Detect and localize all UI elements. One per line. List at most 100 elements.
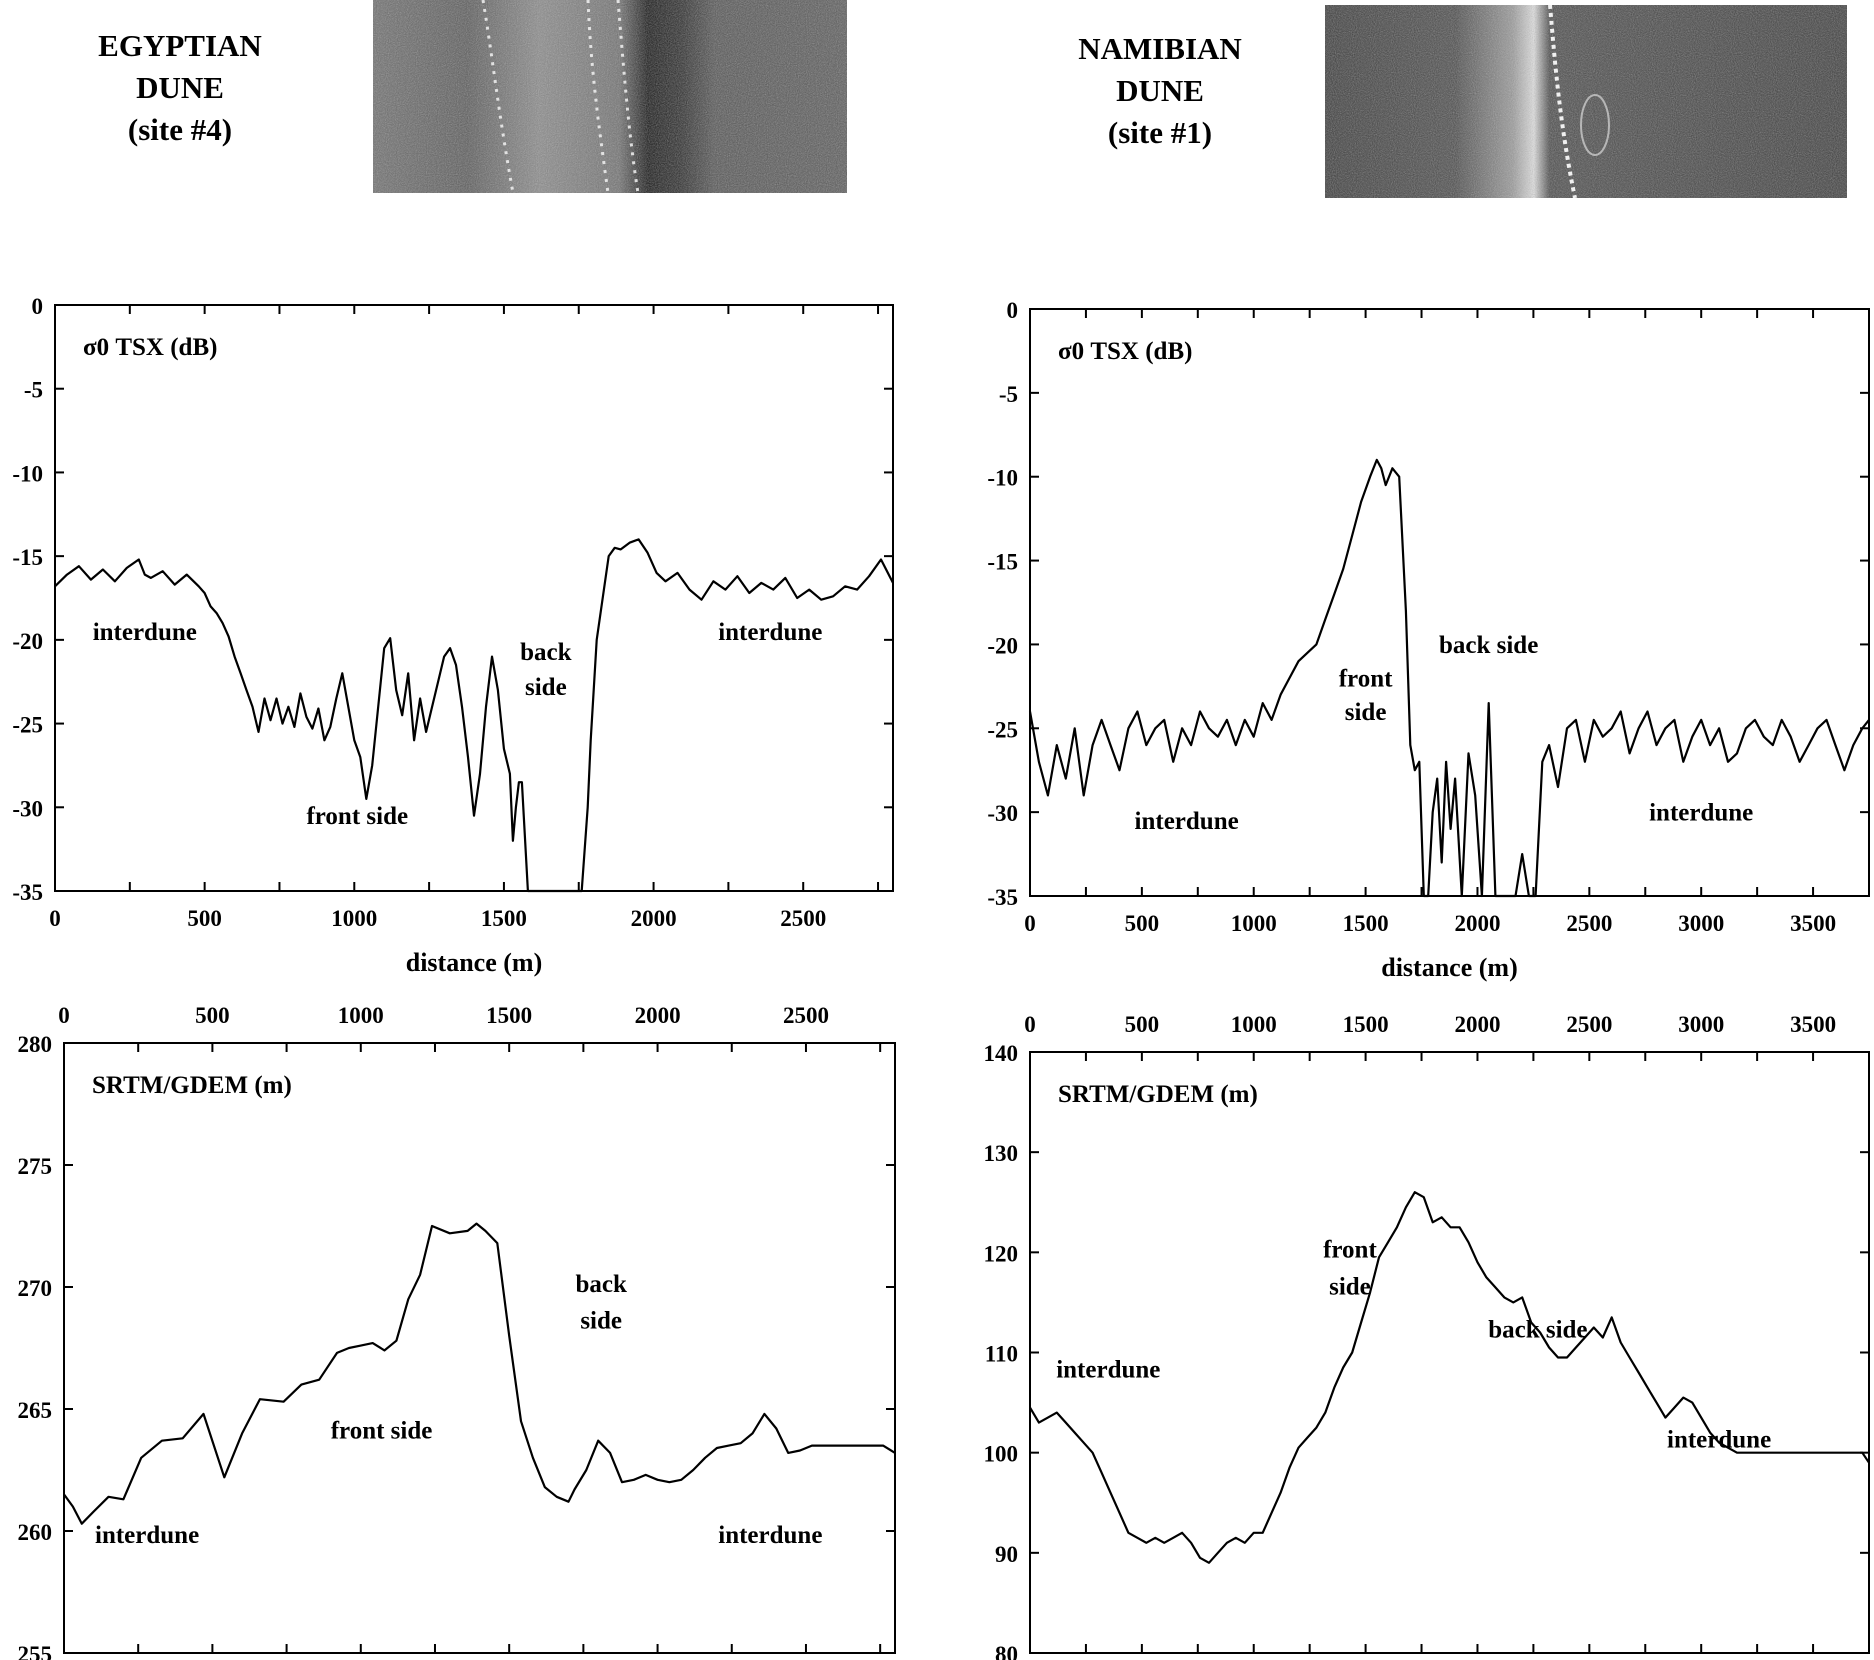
x-tick-label: 2000 <box>1454 911 1500 936</box>
annotation-label: interdune <box>1667 1427 1771 1454</box>
y-tick-label: 90 <box>995 1542 1018 1567</box>
namibian-sar-texture <box>1325 5 1847 198</box>
annotation-label: side <box>1345 699 1387 726</box>
x-tick-label: 2500 <box>1566 1012 1612 1037</box>
series-line-1 <box>63 1222 896 1525</box>
y-tick-label: -20 <box>987 633 1018 658</box>
annotation-label: back <box>575 1271 627 1298</box>
y-tick-label: 120 <box>984 1241 1019 1266</box>
y-tick-label: 110 <box>985 1342 1018 1367</box>
chart-1: 0-5-10-15-20-25-30-350 500 1000 1500 2000 250… <box>12 294 894 977</box>
annotation-label: interdune <box>1649 800 1753 827</box>
y-tick-label: -15 <box>987 550 1018 575</box>
x-tick-label: 2000 <box>635 1003 681 1028</box>
x-tick-label: 2500 <box>783 1003 829 1028</box>
egyptian-sar-texture <box>373 0 847 193</box>
x-axis-label: distance (m) <box>406 948 542 977</box>
x-tick-label: 1500 <box>481 906 527 931</box>
chart-title: σ0 TSX (dB) <box>1058 338 1192 365</box>
plot-frame <box>54 304 894 892</box>
annotation-label: interdune <box>93 619 197 646</box>
y-tick-label: -5 <box>999 382 1018 407</box>
namibian-sar-image <box>1325 5 1847 198</box>
egyptian-dune-title: EGYPTIAN DUNE (site #4) <box>55 25 305 151</box>
chart-3: 0-5-10-15-20-25-30-350 500 1000 1500 2000 250… <box>987 298 1870 982</box>
annotation-label: interdune <box>95 1522 199 1549</box>
x-tick-label: 0 <box>58 1003 70 1028</box>
annotation-label: side <box>525 674 567 701</box>
y-tick-label: -10 <box>12 461 43 486</box>
x-tick-label: 1500 <box>1343 911 1389 936</box>
chart-4: 140 130 120 110 100 90 80 0 500 1000 1500 2000 2500 3… <box>984 1012 1870 1660</box>
plot-frame <box>63 1042 896 1654</box>
annotation-label: interdune <box>1056 1357 1160 1384</box>
y-tick-label: 0 <box>32 294 44 319</box>
x-axis-label: distance (m) <box>1381 953 1517 982</box>
y-tick-label: 260 <box>18 1520 53 1545</box>
annotation-label: back side <box>1439 632 1538 659</box>
x-tick-label: 2500 <box>1566 911 1612 936</box>
y-tick-label: -35 <box>987 885 1018 910</box>
y-tick-label: 275 <box>18 1154 53 1179</box>
namibian-title-line-1: NAMIBIAN <box>1078 31 1242 66</box>
x-tick-label: 500 <box>1125 911 1160 936</box>
y-tick-label: 280 <box>18 1032 53 1057</box>
x-tick-label: 0 <box>49 906 61 931</box>
annotation-label: interdune <box>718 619 822 646</box>
x-tick-label: 3000 <box>1678 911 1724 936</box>
x-tick-label: 3500 <box>1790 911 1836 936</box>
chart-title: SRTM/GDEM (m) <box>92 1072 292 1099</box>
y-tick-label: -35 <box>12 880 43 905</box>
annotation-label: interdune <box>718 1522 822 1549</box>
y-tick-label: -15 <box>12 545 43 570</box>
chart-title: σ0 TSX (dB) <box>83 334 217 361</box>
x-tick-label: 1500 <box>486 1003 532 1028</box>
plot-frame <box>1029 308 1870 897</box>
y-tick-label: -5 <box>24 378 43 403</box>
x-tick-label: 2000 <box>1454 1012 1500 1037</box>
chart-2: 280 275 270 265 260 255 0 500 1000 1500 2000 2500 SR… <box>18 1003 896 1660</box>
x-tick-label: 500 <box>187 906 222 931</box>
y-tick-label: -25 <box>987 717 1018 742</box>
y-tick-label: 0 <box>1007 298 1019 323</box>
y-tick-label: 100 <box>984 1442 1019 1467</box>
y-tick-label: -30 <box>987 801 1018 826</box>
series-line-1 <box>1029 1191 1870 1564</box>
x-tick-label: 500 <box>1125 1012 1160 1037</box>
series-line-1 <box>54 538 894 893</box>
namibian-title-line-3: (site #1) <box>1107 115 1213 150</box>
x-tick-label: 0 <box>1024 1012 1036 1037</box>
annotation-label: side <box>580 1307 622 1334</box>
x-tick-label: 3500 <box>1790 1012 1836 1037</box>
y-tick-label: -10 <box>987 466 1018 491</box>
namibian-title-line-2: DUNE <box>1116 73 1204 108</box>
x-tick-label: 1000 <box>1231 1012 1277 1037</box>
x-tick-label: 0 <box>1024 911 1036 936</box>
namibian-dune-title: NAMIBIAN DUNE (site #1) <box>1035 28 1285 154</box>
x-tick-label: 1000 <box>1231 911 1277 936</box>
y-tick-label: 130 <box>984 1141 1019 1166</box>
egyptian-title-line-1: EGYPTIAN <box>98 28 262 63</box>
y-tick-label: 270 <box>18 1276 53 1301</box>
plot-frame <box>1029 1051 1870 1654</box>
namibian-bright-crest <box>1548 5 1577 198</box>
annotation-label: interdune <box>1135 808 1239 835</box>
namibian-crest-loop <box>1580 94 1610 156</box>
x-tick-label: 500 <box>195 1003 230 1028</box>
y-tick-label: 255 <box>18 1642 53 1660</box>
x-tick-label: 1000 <box>331 906 377 931</box>
x-tick-label: 1500 <box>1343 1012 1389 1037</box>
chart-title: SRTM/GDEM (m) <box>1058 1081 1258 1108</box>
egyptian-title-line-2: DUNE <box>136 70 224 105</box>
x-tick-label: 3000 <box>1678 1012 1724 1037</box>
series-line-1 <box>1028 458 1870 898</box>
y-tick-label: 80 <box>995 1642 1018 1660</box>
egyptian-sar-image <box>373 0 847 193</box>
x-tick-label: 1000 <box>338 1003 384 1028</box>
annotation-label: front <box>1339 665 1393 692</box>
y-tick-label: -25 <box>12 713 43 738</box>
annotation-label: front side <box>306 803 408 830</box>
x-tick-label: 2000 <box>631 906 677 931</box>
y-tick-label: -20 <box>12 629 43 654</box>
